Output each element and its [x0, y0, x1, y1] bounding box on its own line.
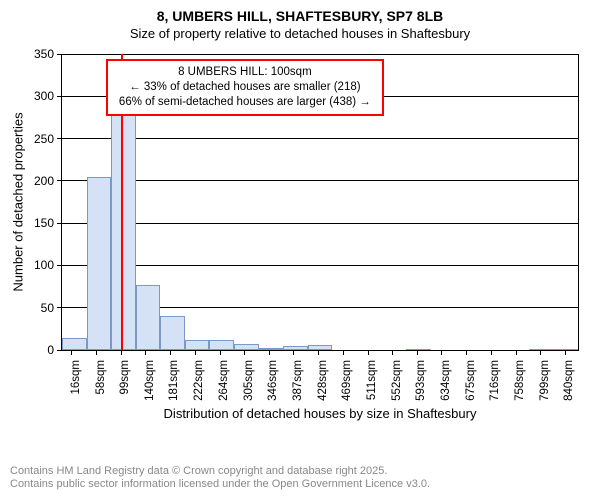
histogram-chart: 05010015020025030035016sqm58sqm99sqm140s…	[0, 46, 600, 424]
x-tick-label: 552sqm	[391, 360, 403, 401]
x-tick-label: 99sqm	[119, 360, 131, 395]
axis-bottom	[61, 350, 579, 351]
grid-line	[62, 265, 578, 266]
attribution-line2: Contains public sector information licen…	[10, 478, 590, 492]
x-tick-label: 181sqm	[168, 360, 180, 401]
x-tick	[392, 350, 393, 355]
x-tick-label: 758sqm	[514, 360, 526, 401]
callout-line: 8 UMBERS HILL: 100sqm	[116, 65, 374, 80]
callout-box: 8 UMBERS HILL: 100sqm← 33% of detached h…	[106, 59, 384, 116]
x-tick-label: 58sqm	[95, 360, 107, 395]
x-tick	[121, 350, 122, 355]
axis-left	[61, 54, 62, 351]
y-tick-label: 50	[14, 301, 54, 315]
x-tick-label: 428sqm	[317, 360, 329, 401]
histogram-bar	[87, 177, 112, 350]
histogram-bar	[111, 103, 136, 350]
x-tick-label: 675sqm	[465, 360, 477, 401]
x-tick	[466, 350, 467, 355]
x-tick-label: 799sqm	[539, 360, 551, 401]
x-tick	[540, 350, 541, 355]
x-tick-label: 305sqm	[243, 360, 255, 401]
x-tick	[293, 350, 294, 355]
x-tick-label: 469sqm	[341, 360, 353, 401]
x-tick	[145, 350, 146, 355]
x-tick	[343, 350, 344, 355]
title-address: 8, UMBERS HILL, SHAFTESBURY, SP7 8LB	[0, 8, 600, 26]
x-tick-label: 346sqm	[267, 360, 279, 401]
y-tick-label: 350	[14, 47, 54, 61]
histogram-bar	[62, 338, 87, 350]
grid-line	[62, 54, 578, 55]
x-tick	[441, 350, 442, 355]
x-tick-label: 511sqm	[366, 360, 378, 400]
x-tick	[318, 350, 319, 355]
y-tick-label: 0	[14, 343, 54, 357]
histogram-bar	[209, 340, 234, 350]
x-tick-label: 222sqm	[193, 360, 205, 401]
chart-titles: 8, UMBERS HILL, SHAFTESBURY, SP7 8LB Siz…	[0, 0, 600, 42]
x-tick	[220, 350, 221, 355]
attribution-line1: Contains HM Land Registry data © Crown c…	[10, 465, 590, 479]
x-tick-label: 140sqm	[144, 360, 156, 401]
x-tick	[71, 350, 72, 355]
x-tick-label: 634sqm	[440, 360, 452, 401]
x-tick	[417, 350, 418, 355]
attribution-block: Contains HM Land Registry data © Crown c…	[0, 459, 600, 500]
x-axis-label: Distribution of detached houses by size …	[164, 406, 477, 421]
x-tick	[368, 350, 369, 355]
x-tick-label: 840sqm	[563, 360, 575, 401]
x-tick	[244, 350, 245, 355]
grid-line	[62, 223, 578, 224]
histogram-bar	[185, 340, 210, 350]
x-tick	[96, 350, 97, 355]
grid-line	[62, 138, 578, 139]
y-axis-label: Number of detached properties	[11, 112, 26, 291]
histogram-bar	[136, 285, 161, 350]
title-subtitle: Size of property relative to detached ho…	[0, 26, 600, 42]
x-tick	[195, 350, 196, 355]
x-tick	[491, 350, 492, 355]
x-tick	[565, 350, 566, 355]
callout-line: 66% of semi-detached houses are larger (…	[116, 95, 374, 110]
x-tick	[516, 350, 517, 355]
x-tick	[170, 350, 171, 355]
histogram-bar	[160, 316, 185, 350]
x-tick-label: 387sqm	[292, 360, 304, 401]
x-tick-label: 716sqm	[489, 360, 501, 401]
x-tick-label: 16sqm	[70, 360, 82, 395]
callout-line: ← 33% of detached houses are smaller (21…	[116, 80, 374, 95]
y-tick-label: 300	[14, 89, 54, 103]
x-tick-label: 264sqm	[218, 360, 230, 401]
x-tick	[269, 350, 270, 355]
x-tick-label: 593sqm	[415, 360, 427, 401]
axis-right	[578, 54, 579, 351]
grid-line	[62, 180, 578, 181]
